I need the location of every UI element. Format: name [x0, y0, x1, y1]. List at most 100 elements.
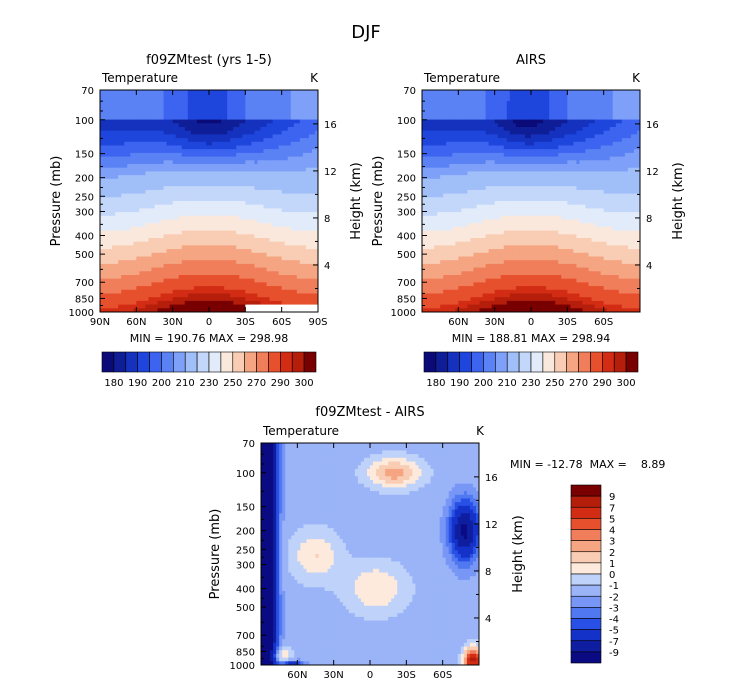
contour-cell — [299, 293, 304, 298]
contour-cell — [215, 293, 219, 298]
contour-cell — [437, 108, 441, 113]
contour-cell — [311, 127, 316, 132]
contour-cell — [600, 112, 605, 117]
contour-cell — [127, 223, 131, 228]
contour-cell — [242, 134, 246, 139]
contour-cell — [609, 115, 614, 121]
contour-cell — [112, 141, 116, 147]
contour-cell — [136, 282, 140, 287]
contour-cell — [278, 226, 283, 232]
contour-cell — [118, 234, 122, 239]
contour-cell — [630, 101, 635, 106]
contour-cell — [169, 289, 174, 295]
contour-cell — [118, 282, 122, 287]
contour-cell — [163, 152, 168, 158]
contour-cell — [290, 260, 295, 265]
contour-cell — [148, 223, 153, 228]
contour-cell — [115, 160, 119, 165]
contour-cell — [588, 108, 593, 113]
contour-cell — [257, 134, 262, 139]
contour-cell — [275, 208, 280, 213]
contour-cell — [193, 112, 198, 117]
contour-cell — [215, 238, 219, 243]
contour-cell — [142, 141, 147, 147]
contour-cell — [112, 249, 116, 254]
contour-cell — [124, 164, 128, 169]
contour-cell — [248, 101, 252, 106]
contour-cell — [254, 167, 259, 172]
contour-cell — [169, 193, 174, 198]
contour-cell — [142, 186, 147, 191]
contour-cell — [311, 230, 316, 235]
contour-cell — [118, 286, 122, 291]
contour-cell — [434, 119, 438, 124]
contour-cell — [193, 208, 198, 213]
contour-cell — [290, 219, 295, 224]
contour-cell — [190, 201, 195, 206]
contour-cell — [302, 164, 307, 169]
contour-cell — [627, 112, 632, 117]
contour-cell — [224, 275, 228, 280]
contour-cell — [311, 297, 316, 302]
contour-cell — [187, 304, 192, 309]
contour-cell — [437, 112, 441, 117]
contour-cell — [190, 223, 195, 228]
contour-cell — [157, 286, 162, 291]
contour-cell — [193, 304, 198, 309]
contour-cell — [145, 130, 150, 135]
contour-cell — [178, 186, 183, 191]
contour-cell — [278, 175, 283, 180]
contour-cell — [169, 123, 174, 128]
contour-cell — [287, 300, 292, 306]
contour-cell — [479, 97, 484, 102]
contour-cell — [281, 286, 286, 291]
contour-cell — [470, 119, 475, 124]
contour-cell — [473, 108, 478, 113]
contour-cell — [142, 123, 147, 128]
contour-cell — [130, 193, 134, 198]
contour-cell — [175, 252, 180, 258]
contour-cell — [260, 256, 265, 261]
contour-cell — [242, 141, 246, 147]
contour-cell — [121, 127, 125, 132]
contour-cell — [136, 238, 140, 243]
contour-cell — [121, 171, 125, 176]
contour-cell — [109, 249, 113, 254]
contour-cell — [633, 97, 638, 102]
contour-cell — [190, 141, 195, 147]
contour-cell — [233, 149, 237, 154]
contour-cell — [251, 223, 256, 228]
contour-cell — [215, 286, 219, 291]
contour-cell — [199, 90, 204, 95]
contour-cell — [227, 241, 231, 246]
contour-cell — [118, 212, 122, 217]
contour-cell — [284, 204, 289, 209]
contour-cell — [278, 115, 283, 121]
contour-cell — [242, 275, 246, 280]
contour-cell — [160, 297, 165, 302]
contour-cell — [482, 93, 487, 98]
contour-cell — [479, 90, 484, 95]
contour-cell — [151, 245, 156, 250]
contour-cell — [552, 101, 556, 106]
contour-cell — [136, 97, 140, 102]
contour-cell — [196, 256, 201, 261]
contour-cell — [109, 252, 113, 258]
contour-cell — [263, 138, 268, 143]
contour-cell — [100, 249, 104, 254]
contour-cell — [181, 197, 186, 202]
contour-cell — [236, 219, 240, 224]
contour-cell — [209, 289, 213, 295]
contour-cell — [121, 297, 125, 302]
contour-cell — [305, 193, 310, 198]
contour-cell — [115, 90, 119, 95]
contour-cell — [278, 101, 283, 106]
contour-cell — [290, 297, 295, 302]
contour-cell — [311, 119, 316, 124]
contour-cell — [224, 90, 228, 95]
contour-cell — [287, 252, 292, 258]
contour-cell — [293, 189, 298, 195]
contour-cell — [299, 234, 304, 239]
contour-cell — [209, 278, 213, 283]
contour-cell — [239, 201, 243, 206]
